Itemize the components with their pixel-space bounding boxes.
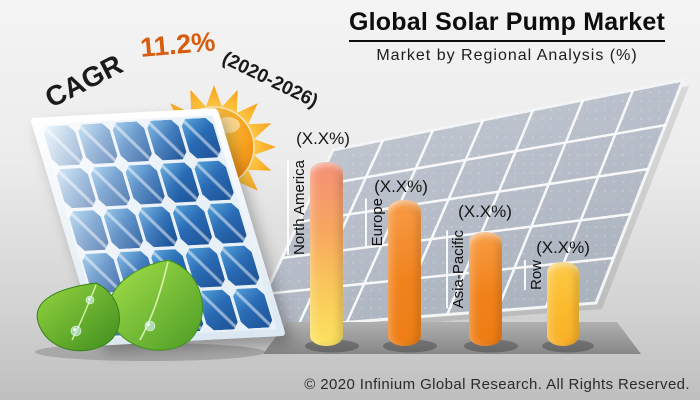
bar-asia-pacific [469,232,502,346]
bar-row [547,262,579,346]
copyright-text: © 2020 Infinium Global Research. All Rig… [304,376,690,393]
header: Global Solar Pump Market Market by Regio… [340,8,674,65]
value-label-north-america: (X.X%) [296,129,350,148]
value-label-row: (X.X%) [536,238,590,257]
category-label-north-america: North America [287,160,308,256]
bar-europe [388,200,421,346]
page-subtitle: Market by Regional Analysis (%) [376,47,638,64]
cagr-value: 11.2% [139,26,217,63]
bar-north-america [310,162,343,346]
category-label-row: Row [524,260,545,291]
page-title: Global Solar Pump Market [349,8,665,42]
category-label-europe: Europe [365,198,386,247]
value-label-europe: (X.X%) [374,177,428,196]
category-label-asia-pacific: Asia-Pacific [446,230,467,309]
value-label-asia-pacific: (X.X%) [458,202,512,221]
